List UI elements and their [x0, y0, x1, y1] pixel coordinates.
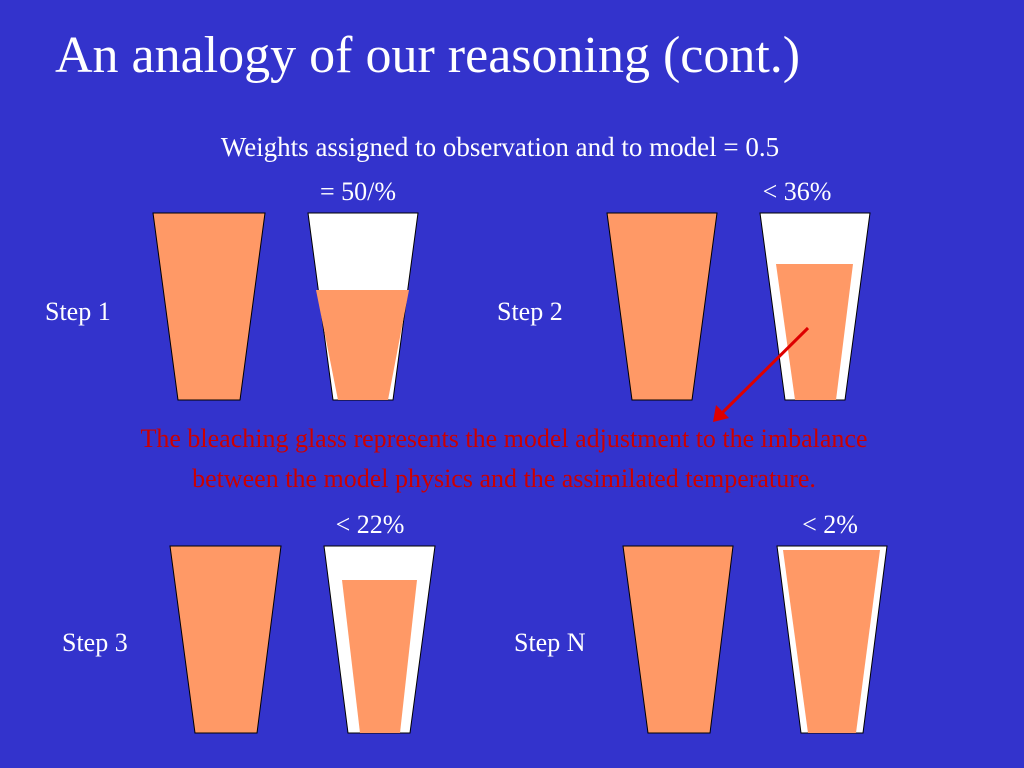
- observation-glass: [606, 212, 718, 401]
- difference-label: < 22%: [336, 510, 405, 539]
- caption-line: between the model physics and the assimi…: [192, 464, 816, 493]
- observation-glass: [152, 212, 266, 401]
- difference-label: < 2%: [802, 510, 858, 539]
- arrow: [720, 326, 810, 415]
- model-fill: [776, 264, 853, 400]
- step-label: Step 2: [497, 297, 563, 326]
- model-fill: [316, 290, 409, 400]
- subtitle: Weights assigned to observation and to m…: [221, 132, 779, 162]
- observation-glass: [622, 545, 734, 734]
- model-fill: [783, 550, 880, 733]
- difference-label: = 50/%: [320, 177, 396, 206]
- step-label: Step N: [514, 628, 586, 657]
- observation-glass: [169, 545, 282, 734]
- step-label: Step 3: [62, 628, 128, 657]
- caption-line: The bleaching glass represents the model…: [140, 424, 867, 453]
- arrow-head: [713, 405, 729, 422]
- slide-title: An analogy of our reasoning (cont.): [55, 27, 800, 84]
- difference-label: < 36%: [763, 177, 832, 206]
- model-fill: [342, 580, 417, 733]
- step-label: Step 1: [45, 297, 111, 326]
